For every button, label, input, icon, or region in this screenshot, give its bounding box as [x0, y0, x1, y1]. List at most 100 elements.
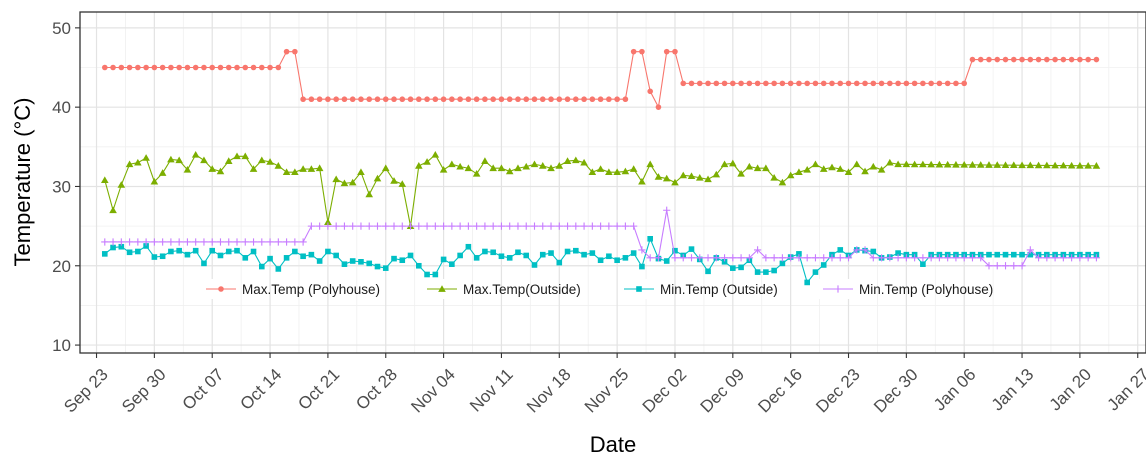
- data-point-min-temp-outside: [209, 247, 216, 254]
- data-point-max-temp-outside: [919, 160, 927, 168]
- data-point-min-temp-polyhouse: [349, 222, 357, 230]
- data-point-min-temp-polyhouse: [125, 238, 134, 246]
- data-point-min-temp-outside: [730, 265, 736, 271]
- data-point-min-temp-polyhouse: [663, 206, 671, 214]
- x-axis-title: Date: [590, 432, 636, 457]
- data-point-min-temp-polyhouse: [307, 222, 315, 230]
- data-point-min-temp-polyhouse: [597, 222, 605, 230]
- data-point-max-temp-polyhouse: [1068, 56, 1075, 63]
- data-point-min-temp-polyhouse: [506, 222, 514, 230]
- data-point-min-temp-polyhouse: [952, 254, 960, 262]
- data-point-max-temp-outside: [753, 164, 762, 172]
- data-point-min-temp-polyhouse: [183, 238, 192, 246]
- data-point-min-temp-polyhouse: [836, 254, 844, 262]
- data-point-min-temp-polyhouse: [233, 238, 241, 246]
- data-point-max-temp-polyhouse: [944, 80, 951, 87]
- data-point-min-temp-outside: [432, 271, 439, 278]
- data-point-min-temp-polyhouse: [159, 238, 167, 246]
- data-point-min-temp-polyhouse: [249, 238, 258, 246]
- data-point-min-temp-polyhouse: [1059, 254, 1067, 262]
- data-point-max-temp-outside: [786, 171, 795, 179]
- data-point-min-temp-polyhouse: [117, 238, 125, 246]
- data-point-min-temp-outside: [308, 251, 315, 258]
- data-point-max-temp-outside: [1009, 161, 1018, 169]
- data-point-max-temp-outside: [415, 162, 423, 169]
- data-point-max-temp-polyhouse: [614, 96, 620, 103]
- data-point-min-temp-polyhouse: [530, 222, 539, 230]
- data-point-max-temp-polyhouse: [225, 64, 232, 71]
- data-point-max-temp-outside: [514, 164, 522, 172]
- data-point-min-temp-outside: [391, 255, 397, 262]
- data-point-min-temp-polyhouse: [208, 238, 216, 246]
- data-point-max-temp-outside: [819, 165, 828, 172]
- data-point-max-temp-outside: [613, 168, 621, 176]
- data-point-max-temp-outside: [381, 164, 390, 172]
- data-point-max-temp-polyhouse: [374, 96, 381, 103]
- data-point-max-temp-outside: [828, 163, 836, 171]
- data-point-min-temp-polyhouse: [134, 238, 142, 246]
- legend-key-marker: [636, 286, 642, 292]
- data-point-max-temp-polyhouse: [523, 96, 530, 103]
- data-point-min-temp-polyhouse: [291, 238, 299, 246]
- data-point-min-temp-outside: [416, 262, 422, 269]
- data-point-min-temp-outside: [986, 251, 992, 258]
- data-point-max-temp-polyhouse: [1027, 56, 1034, 63]
- data-point-max-temp-polyhouse: [135, 64, 141, 71]
- data-point-min-temp-outside: [300, 253, 306, 260]
- data-point-min-temp-polyhouse: [266, 238, 274, 246]
- data-point-max-temp-outside: [762, 164, 770, 172]
- data-point-max-temp-polyhouse: [961, 80, 968, 87]
- data-point-max-temp-polyhouse: [804, 80, 810, 87]
- data-point-min-temp-polyhouse: [630, 222, 638, 230]
- data-point-min-temp-polyhouse: [1010, 262, 1018, 270]
- data-point-min-temp-outside: [837, 247, 844, 253]
- data-point-max-temp-outside: [960, 160, 969, 168]
- data-point-min-temp-outside: [548, 250, 554, 256]
- data-point-min-temp-outside: [316, 258, 323, 264]
- data-point-min-temp-polyhouse: [216, 238, 225, 246]
- data-point-max-temp-outside: [563, 157, 572, 164]
- data-point-max-temp-outside: [629, 165, 638, 172]
- data-point-max-temp-outside: [481, 157, 489, 164]
- data-point-max-temp-polyhouse: [176, 64, 182, 71]
- data-point-max-temp-outside: [927, 160, 935, 168]
- data-point-max-temp-polyhouse: [812, 80, 819, 87]
- data-point-max-temp-polyhouse: [928, 80, 934, 87]
- data-point-min-temp-polyhouse: [811, 254, 820, 262]
- data-point-min-temp-polyhouse: [687, 254, 696, 262]
- data-point-min-temp-polyhouse: [886, 254, 894, 262]
- data-point-max-temp-outside: [224, 157, 233, 164]
- data-point-max-temp-outside: [233, 152, 241, 160]
- data-point-min-temp-polyhouse: [101, 238, 109, 246]
- data-point-max-temp-outside: [167, 155, 175, 163]
- data-point-max-temp-outside: [852, 160, 861, 168]
- data-point-min-temp-outside: [225, 248, 232, 255]
- data-point-min-temp-outside: [234, 247, 240, 254]
- data-point-max-temp-outside: [109, 206, 117, 214]
- data-point-min-temp-outside: [804, 279, 810, 286]
- data-point-max-temp-polyhouse: [1002, 56, 1009, 63]
- data-point-min-temp-outside: [333, 252, 339, 259]
- data-point-max-temp-polyhouse: [920, 80, 926, 87]
- data-point-max-temp-outside: [357, 168, 365, 176]
- data-point-min-temp-polyhouse: [654, 254, 663, 262]
- data-point-max-temp-outside: [1018, 161, 1026, 169]
- data-point-max-temp-outside: [646, 160, 654, 168]
- data-point-min-temp-polyhouse: [861, 246, 869, 254]
- data-point-max-temp-polyhouse: [953, 80, 959, 87]
- data-point-max-temp-outside: [836, 165, 845, 172]
- data-point-max-temp-polyhouse: [713, 80, 720, 87]
- data-point-min-temp-outside: [407, 252, 414, 259]
- data-point-max-temp-outside: [1067, 161, 1076, 169]
- data-point-max-temp-outside: [324, 218, 332, 226]
- series-max-temp-outside: [100, 150, 1101, 229]
- data-point-max-temp-polyhouse: [911, 80, 918, 87]
- data-point-min-temp-polyhouse: [274, 238, 282, 246]
- data-point-min-temp-outside: [630, 250, 637, 256]
- data-point-min-temp-outside: [341, 261, 348, 267]
- data-point-max-temp-outside: [712, 170, 721, 178]
- data-point-max-temp-polyhouse: [1035, 56, 1042, 63]
- data-point-max-temp-polyhouse: [655, 104, 662, 110]
- data-point-max-temp-polyhouse: [1052, 56, 1058, 63]
- data-point-min-temp-outside: [589, 250, 596, 256]
